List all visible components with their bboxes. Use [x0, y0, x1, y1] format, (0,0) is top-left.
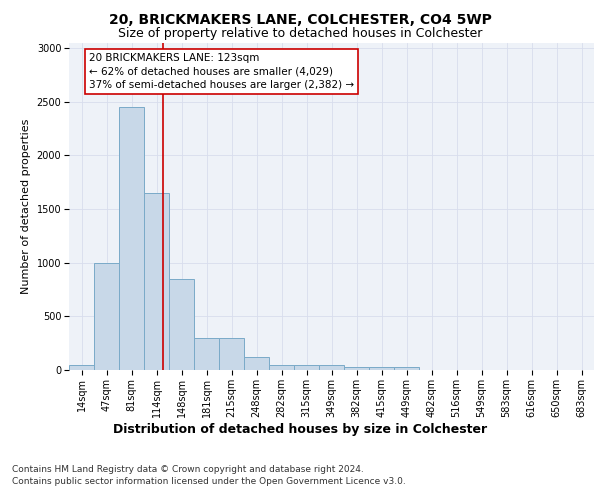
- Bar: [194, 338, 219, 370]
- Bar: [144, 193, 169, 370]
- Bar: [269, 364, 294, 370]
- Bar: [319, 364, 344, 370]
- Text: Contains HM Land Registry data © Crown copyright and database right 2024.
Contai: Contains HM Land Registry data © Crown c…: [12, 465, 406, 486]
- Bar: [69, 364, 94, 370]
- Bar: [169, 278, 194, 370]
- Bar: [94, 262, 119, 370]
- Text: Distribution of detached houses by size in Colchester: Distribution of detached houses by size …: [113, 422, 487, 436]
- Bar: [294, 364, 319, 370]
- Text: 20 BRICKMAKERS LANE: 123sqm
← 62% of detached houses are smaller (4,029)
37% of : 20 BRICKMAKERS LANE: 123sqm ← 62% of det…: [89, 53, 354, 90]
- Text: 20, BRICKMAKERS LANE, COLCHESTER, CO4 5WP: 20, BRICKMAKERS LANE, COLCHESTER, CO4 5W…: [109, 12, 491, 26]
- Bar: [219, 338, 244, 370]
- Bar: [344, 367, 369, 370]
- Text: Size of property relative to detached houses in Colchester: Size of property relative to detached ho…: [118, 28, 482, 40]
- Bar: [394, 367, 419, 370]
- Y-axis label: Number of detached properties: Number of detached properties: [21, 118, 31, 294]
- Bar: [244, 357, 269, 370]
- Bar: [369, 367, 394, 370]
- Bar: [119, 107, 144, 370]
